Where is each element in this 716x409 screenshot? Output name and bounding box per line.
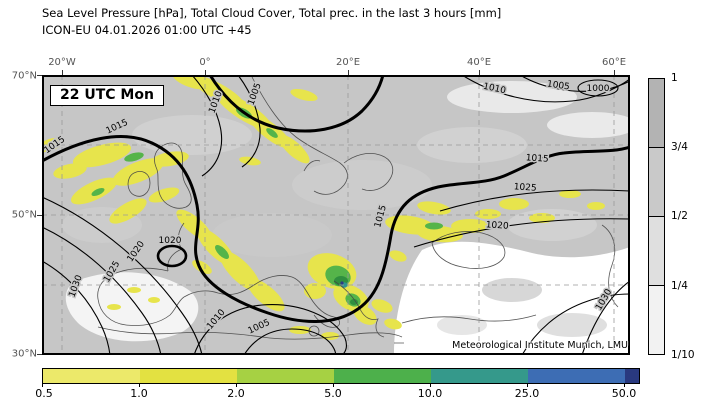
precip-colorbar-label: 1.0 xyxy=(130,387,148,400)
precip-colorbar-segment xyxy=(334,369,431,383)
axis-tick xyxy=(37,75,42,76)
axis-tick xyxy=(348,70,349,75)
precip-colorbar-label: 25.0 xyxy=(514,387,540,400)
map-border xyxy=(42,75,630,355)
precip-colorbar-segment xyxy=(140,369,237,383)
precip-colorbar-label: 2.0 xyxy=(227,387,245,400)
precip-tick xyxy=(624,383,625,387)
isobar-label: 1005 xyxy=(546,79,570,92)
isobar-label: 1020 xyxy=(485,220,509,232)
lon-tick-label-60e: 60°E xyxy=(601,57,627,68)
precip-colorbar-segment xyxy=(237,369,334,383)
axis-tick xyxy=(62,70,63,75)
isobars-thin xyxy=(42,75,630,355)
cloud-colorbar-segment xyxy=(649,79,664,148)
precip-tick xyxy=(333,383,334,387)
axis-tick xyxy=(205,70,206,75)
precipitation-colorbar xyxy=(42,368,640,384)
lat-tick-label-50n: 50°N xyxy=(11,209,37,221)
precip-tick xyxy=(430,383,431,387)
cloud-cover-colorbar xyxy=(648,78,665,355)
attribution-text: Meteorological Institute Munich, LMU xyxy=(452,340,628,351)
precip-colorbar-label: 10.0 xyxy=(417,387,443,400)
precip-colorbar-segment xyxy=(431,369,528,383)
precip-tick xyxy=(527,383,528,387)
precip-colorbar-label: 0.5 xyxy=(35,387,53,400)
precip-tick xyxy=(42,383,43,387)
figure-run-info: ICON-EU 04.01.2026 01:00 UTC +45 xyxy=(42,23,252,37)
precip-colorbar-label: 5.0 xyxy=(324,387,342,400)
precip-tick xyxy=(139,383,140,387)
cloud-colorbar-label: 1/2 xyxy=(671,210,688,222)
precip-colorbar-segment xyxy=(528,369,625,383)
cloud-colorbar-label: 1 xyxy=(671,72,678,84)
figure-title: Sea Level Pressure [hPa], Total Cloud Co… xyxy=(42,6,502,20)
axis-tick xyxy=(479,70,480,75)
isobar-label: 1020 xyxy=(159,236,182,246)
timestamp-label: 22 UTC Mon xyxy=(50,85,164,106)
isobar-label: 1015 xyxy=(525,153,549,165)
isobar-label: 1000 xyxy=(587,84,610,94)
axis-tick xyxy=(37,215,42,216)
cloud-colorbar-segment xyxy=(649,148,664,217)
lon-tick-label-20w: 20°W xyxy=(48,57,76,68)
lat-tick-label-30n: 30°N xyxy=(11,348,37,360)
precip-colorbar-segment xyxy=(625,369,639,383)
lon-tick-label-40e: 40°E xyxy=(466,57,492,68)
precip-colorbar-label: 50.0 xyxy=(611,387,637,400)
cloud-colorbar-label: 1/4 xyxy=(671,280,688,292)
axis-tick xyxy=(614,70,615,75)
precip-tick xyxy=(236,383,237,387)
cloud-colorbar-label: 3/4 xyxy=(671,141,688,153)
lon-tick-label-20e: 20°E xyxy=(335,57,361,68)
cloud-colorbar-segment xyxy=(649,286,664,354)
lon-tick-label-0: 0° xyxy=(199,57,211,68)
isobars-thick xyxy=(42,75,630,323)
map-canvas: 1015 1015 1010 1005 1010 1005 1000 1015 … xyxy=(42,75,630,355)
isobar-label: 1025 xyxy=(513,182,537,194)
lat-tick-label-70n: 70°N xyxy=(11,70,37,82)
precip-colorbar-segment xyxy=(43,369,140,383)
cloud-colorbar-segment xyxy=(649,217,664,286)
cloud-colorbar-label: 1/10 xyxy=(671,349,695,361)
axis-tick xyxy=(37,354,42,355)
